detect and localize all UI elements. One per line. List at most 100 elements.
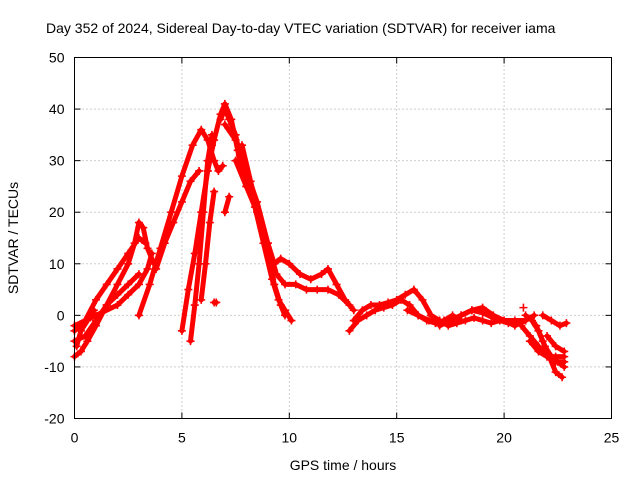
data-point-marker xyxy=(139,223,148,232)
data-point-marker xyxy=(141,239,150,248)
data-point-marker xyxy=(470,313,479,322)
x-tick-label: 5 xyxy=(178,430,186,446)
data-point-marker xyxy=(76,347,85,356)
data-point-marker xyxy=(558,373,567,382)
data-point-marker xyxy=(113,301,122,310)
data-point-marker xyxy=(375,301,384,310)
data-point-marker xyxy=(72,342,81,351)
data-point-marker xyxy=(521,311,530,320)
data-point-marker xyxy=(160,239,169,248)
data-point-marker xyxy=(362,311,371,320)
y-tick-label: 0 xyxy=(57,307,65,323)
series-track-5 xyxy=(72,306,98,351)
data-point-marker xyxy=(452,319,461,328)
data-point-marker xyxy=(246,177,255,186)
data-point-marker xyxy=(184,285,193,294)
data-point-marker xyxy=(317,270,326,279)
series-track-26 xyxy=(538,311,571,330)
data-point-marker xyxy=(538,311,547,320)
data-point-marker xyxy=(478,316,487,325)
series-line xyxy=(437,305,537,329)
data-point-marker xyxy=(203,166,212,175)
data-point-marker xyxy=(214,166,223,175)
data-point-marker xyxy=(225,115,234,124)
data-point-marker xyxy=(281,280,290,289)
data-point-marker xyxy=(238,141,247,150)
data-point-marker xyxy=(124,249,133,258)
data-point-marker xyxy=(143,244,152,253)
series-track-10 xyxy=(197,187,219,304)
series-line xyxy=(74,307,97,349)
data-point-marker xyxy=(124,259,133,268)
data-point-marker xyxy=(220,120,229,129)
data-point-marker xyxy=(276,254,285,263)
data-point-marker xyxy=(446,316,455,325)
data-point-marker xyxy=(143,264,152,273)
x-tick-label: 20 xyxy=(496,430,512,446)
data-point-marker xyxy=(177,197,186,206)
data-point-marker xyxy=(401,290,410,299)
data-point-marker xyxy=(216,115,225,124)
data-point-marker xyxy=(424,316,433,325)
data-point-marker xyxy=(113,290,122,299)
data-point-marker xyxy=(212,298,221,307)
data-point-marker xyxy=(152,264,161,273)
data-point-marker xyxy=(83,337,92,346)
data-point-marker xyxy=(188,141,197,150)
series-line xyxy=(153,168,202,272)
data-point-marker xyxy=(124,290,133,299)
data-point-marker xyxy=(197,208,206,217)
data-point-marker xyxy=(405,301,414,310)
data-point-marker xyxy=(276,301,285,310)
data-point-marker xyxy=(323,264,332,273)
data-point-marker xyxy=(302,285,311,294)
data-point-marker xyxy=(134,280,143,289)
data-point-marker xyxy=(91,295,100,304)
data-point-marker xyxy=(124,280,133,289)
data-point-marker xyxy=(218,161,227,170)
data-point-marker xyxy=(145,280,154,289)
data-point-marker xyxy=(281,311,290,320)
data-point-marker xyxy=(167,208,176,217)
x-tick-label: 15 xyxy=(389,430,405,446)
data-point-marker xyxy=(371,306,380,315)
data-point-marker xyxy=(177,172,186,181)
data-point-marker xyxy=(195,166,204,175)
data-point-marker xyxy=(560,347,569,356)
isolated-data-point xyxy=(519,303,528,312)
data-point-marker xyxy=(500,316,509,325)
series-track-18 xyxy=(238,141,290,320)
data-point-marker xyxy=(190,301,199,310)
data-point-marker xyxy=(384,298,393,307)
data-point-marker xyxy=(528,316,537,325)
data-point-marker xyxy=(134,234,143,242)
data-point-marker xyxy=(147,249,156,258)
data-point-marker xyxy=(296,270,305,279)
data-point-marker xyxy=(186,177,195,186)
series-line xyxy=(540,312,569,329)
data-point-marker xyxy=(403,306,412,315)
data-point-marker xyxy=(332,280,341,289)
data-point-marker xyxy=(197,125,206,134)
data-point-marker xyxy=(517,321,526,330)
data-point-marker xyxy=(231,156,240,165)
data-point-marker xyxy=(551,342,560,351)
data-point-marker xyxy=(83,316,92,325)
data-point-marker xyxy=(323,285,332,294)
series-track-27 xyxy=(525,337,569,361)
data-point-marker xyxy=(334,290,343,299)
x-axis-ticks: 0 5 10 15 20 25 xyxy=(71,57,619,446)
data-point-marker xyxy=(358,306,367,315)
chart-title: Day 352 of 2024, Sidereal Day-to-day VTE… xyxy=(46,20,556,36)
data-point-marker xyxy=(534,347,543,356)
data-point-marker xyxy=(102,280,111,289)
data-point-marker xyxy=(201,259,210,268)
data-point-marker xyxy=(134,218,143,227)
data-point-marker xyxy=(538,337,547,346)
data-point-marker xyxy=(530,311,539,320)
data-point-marker xyxy=(306,275,315,284)
data-point-marker xyxy=(487,319,496,328)
data-point-marker xyxy=(205,218,214,227)
data-point-marker xyxy=(349,316,358,325)
data-point-marker xyxy=(532,321,541,330)
